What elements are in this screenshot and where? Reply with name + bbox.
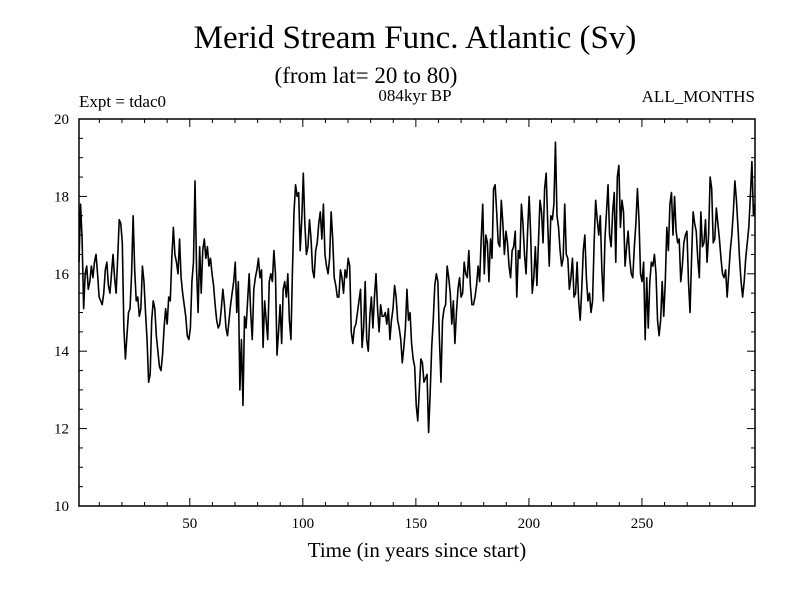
- x-tick-label: 250: [631, 516, 654, 532]
- plot-frame: [78, 118, 756, 507]
- x-tick-label: 150: [405, 516, 428, 532]
- y-tick-label: 18: [54, 189, 69, 205]
- series-line: [78, 141, 756, 434]
- period-label: 084kyr BP: [378, 86, 451, 105]
- y-tick-label: 12: [54, 422, 69, 438]
- axes: 50 100 150 200 250 10 12 14 16 18 20: [54, 112, 755, 532]
- months-label: ALL_MONTHS: [642, 87, 755, 106]
- chart-subtitle: (from lat= 20 to 80): [275, 63, 458, 88]
- chart-title: Merid Stream Func. Atlantic (Sv): [194, 20, 637, 56]
- y-tick-label: 16: [54, 267, 70, 283]
- x-tick-label: 100: [292, 516, 315, 532]
- series-group: [78, 141, 756, 434]
- experiment-label: Expt = tdac0: [79, 92, 166, 111]
- y-tick-label: 14: [54, 344, 70, 360]
- y-tick-label: 20: [54, 112, 69, 128]
- y-tick-label: 10: [54, 499, 69, 515]
- x-tick-label: 50: [182, 516, 197, 532]
- x-axis-label: Time (in years since start): [308, 538, 527, 562]
- x-tick-label: 200: [518, 516, 541, 532]
